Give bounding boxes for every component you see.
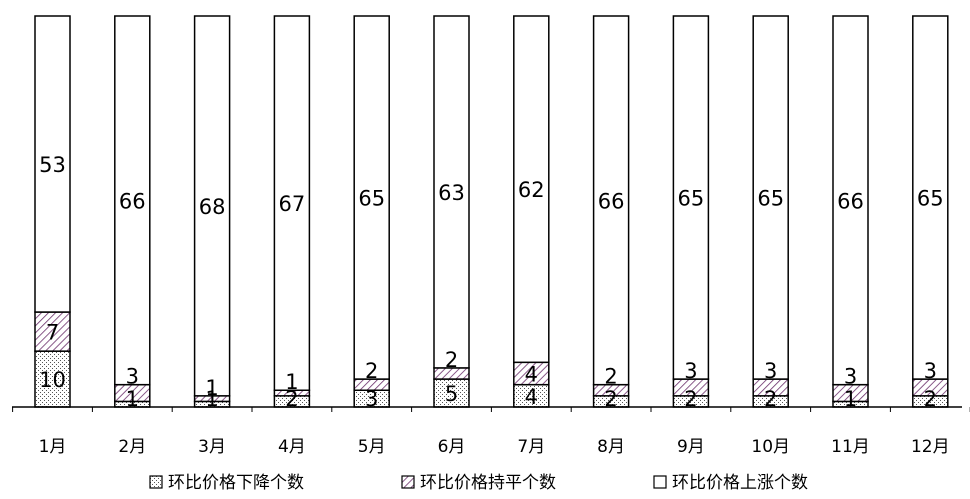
- x-tick-label: 11月: [831, 437, 870, 457]
- data-label: 4: [525, 385, 538, 409]
- data-label: 3: [126, 365, 139, 389]
- x-tick-label: 5月: [358, 437, 386, 457]
- legend-label: 环比价格上涨个数: [672, 473, 808, 493]
- data-label: 65: [358, 187, 385, 211]
- x-tick-label: 9月: [677, 437, 705, 457]
- data-label: 62: [518, 178, 545, 202]
- x-tick-label: 10月: [751, 437, 790, 457]
- data-label: 3: [924, 359, 937, 383]
- data-label: 66: [837, 189, 864, 213]
- legend-swatch-diagonal: [402, 476, 414, 488]
- data-label: 5: [445, 382, 458, 406]
- x-tick-label: 4月: [278, 437, 306, 457]
- x-tick-label: 2月: [118, 437, 146, 457]
- data-label: 3: [844, 365, 857, 389]
- x-tick-label: 3月: [198, 437, 226, 457]
- data-label: 65: [757, 187, 784, 211]
- data-label: 65: [678, 187, 705, 211]
- data-label: 4: [525, 362, 538, 386]
- legend-swatch-blank: [654, 476, 666, 488]
- data-label: 68: [199, 195, 226, 219]
- data-label: 3: [684, 359, 697, 383]
- data-label: 2: [365, 359, 378, 383]
- x-tick-label: 8月: [597, 437, 625, 457]
- legend-label: 环比价格持平个数: [420, 473, 556, 493]
- x-tick-label: 1月: [39, 437, 67, 457]
- data-label: 2: [604, 365, 617, 389]
- data-label: 2: [445, 348, 458, 372]
- data-label: 67: [279, 192, 306, 216]
- x-tick-label: 12月: [911, 437, 950, 457]
- data-label: 65: [917, 187, 944, 211]
- x-tick-label: 6月: [438, 437, 466, 457]
- data-label: 1: [205, 376, 218, 400]
- x-tick-label: 7月: [517, 437, 545, 457]
- data-label: 63: [438, 181, 465, 205]
- data-label: 3: [764, 359, 777, 383]
- legend-swatch-dots: [150, 476, 162, 488]
- data-label: 7: [46, 321, 59, 345]
- legend-label: 环比价格下降个数: [168, 473, 304, 493]
- data-label: 1: [285, 370, 298, 394]
- data-label: 66: [598, 189, 625, 213]
- data-label: 10: [39, 368, 66, 392]
- data-label: 66: [119, 189, 146, 213]
- data-label: 53: [39, 153, 66, 177]
